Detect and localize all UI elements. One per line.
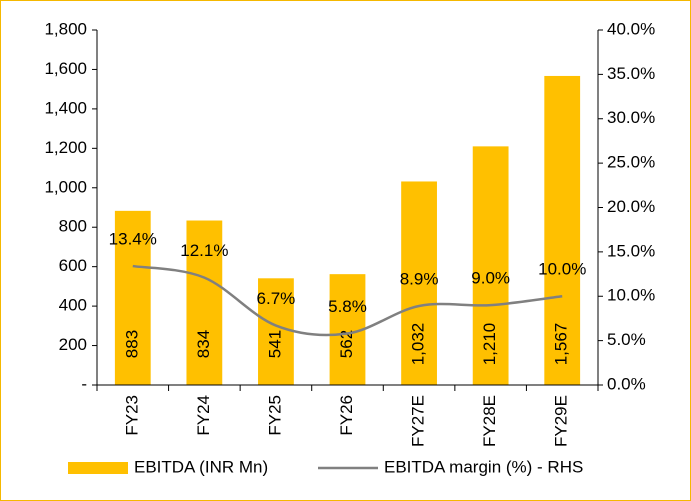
bar — [544, 75, 581, 386]
y-tick-label: 800 — [59, 217, 87, 236]
y2-tick-label: 0.0% — [607, 374, 646, 393]
x-tick-label: FY28E — [480, 395, 499, 447]
bar-label: 1,032 — [409, 323, 428, 366]
bar-label: 562 — [337, 330, 356, 358]
line-label: 12.1% — [180, 241, 228, 260]
y2-tick-label: 30.0% — [607, 108, 655, 127]
y-tick-label: 1,200 — [44, 138, 87, 157]
bar — [401, 181, 437, 385]
legend-label: EBITDA (INR Mn) — [134, 457, 268, 476]
y-tick-label: - — [81, 374, 87, 393]
bar — [258, 278, 294, 385]
bar — [472, 146, 509, 385]
y2-tick-label: 40.0% — [607, 19, 655, 38]
y2-tick-label: 25.0% — [607, 153, 655, 172]
x-tick-label: FY25 — [265, 395, 284, 436]
bar-label: 883 — [122, 330, 141, 358]
bar-label: 541 — [265, 330, 284, 358]
line-label: 9.0% — [471, 269, 510, 288]
bar-label: 834 — [194, 330, 213, 358]
y-tick-label: 1,800 — [44, 19, 87, 38]
x-tick-label: FY23 — [122, 395, 141, 436]
y2-tick-label: 15.0% — [607, 241, 655, 260]
line-label: 10.0% — [538, 260, 586, 279]
x-tick-label: FY27E — [409, 395, 428, 447]
x-tick-label: FY26 — [337, 395, 356, 436]
y-tick-label: 600 — [59, 256, 87, 275]
bar — [114, 210, 151, 385]
y-tick-label: 200 — [59, 335, 87, 354]
y-tick-label: 400 — [59, 296, 87, 315]
x-tick-label: FY29E — [552, 395, 571, 447]
legend-label: EBITDA margin (%) - RHS — [384, 457, 583, 476]
y2-tick-label: 5.0% — [607, 330, 646, 349]
line-label: 8.9% — [400, 269, 439, 288]
y-tick-label: 1,400 — [44, 98, 87, 117]
bar-label: 1,567 — [552, 323, 571, 366]
bar-label: 1,210 — [480, 323, 499, 366]
y-tick-label: 1,000 — [44, 177, 87, 196]
line-label: 13.4% — [109, 230, 157, 249]
bar — [186, 220, 223, 385]
y2-tick-label: 20.0% — [607, 197, 655, 216]
y2-tick-label: 10.0% — [607, 286, 655, 305]
y-tick-label: 1,600 — [44, 59, 87, 78]
legend-swatch — [68, 462, 128, 474]
line-label: 6.7% — [257, 289, 296, 308]
x-tick-label: FY24 — [194, 395, 213, 436]
line-label: 5.8% — [328, 297, 367, 316]
y2-tick-label: 35.0% — [607, 64, 655, 83]
line — [132, 264, 563, 337]
